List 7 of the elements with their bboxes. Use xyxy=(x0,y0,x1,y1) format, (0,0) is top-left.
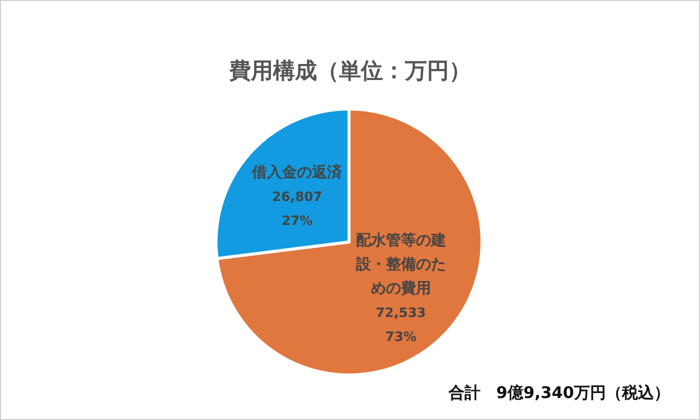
pie-slice xyxy=(216,108,484,376)
data-label: 26,807 27% xyxy=(272,190,322,230)
data-label: 72,533 73% xyxy=(376,306,426,345)
chart-title: 費用構成（単位：万円） xyxy=(228,59,471,84)
text: 合計 9億9,340万円（税込） xyxy=(447,383,670,402)
slice-label: 借入金の返済 xyxy=(251,163,344,182)
slice-label: 配水管等の建設・整備のための費用 xyxy=(354,230,446,297)
